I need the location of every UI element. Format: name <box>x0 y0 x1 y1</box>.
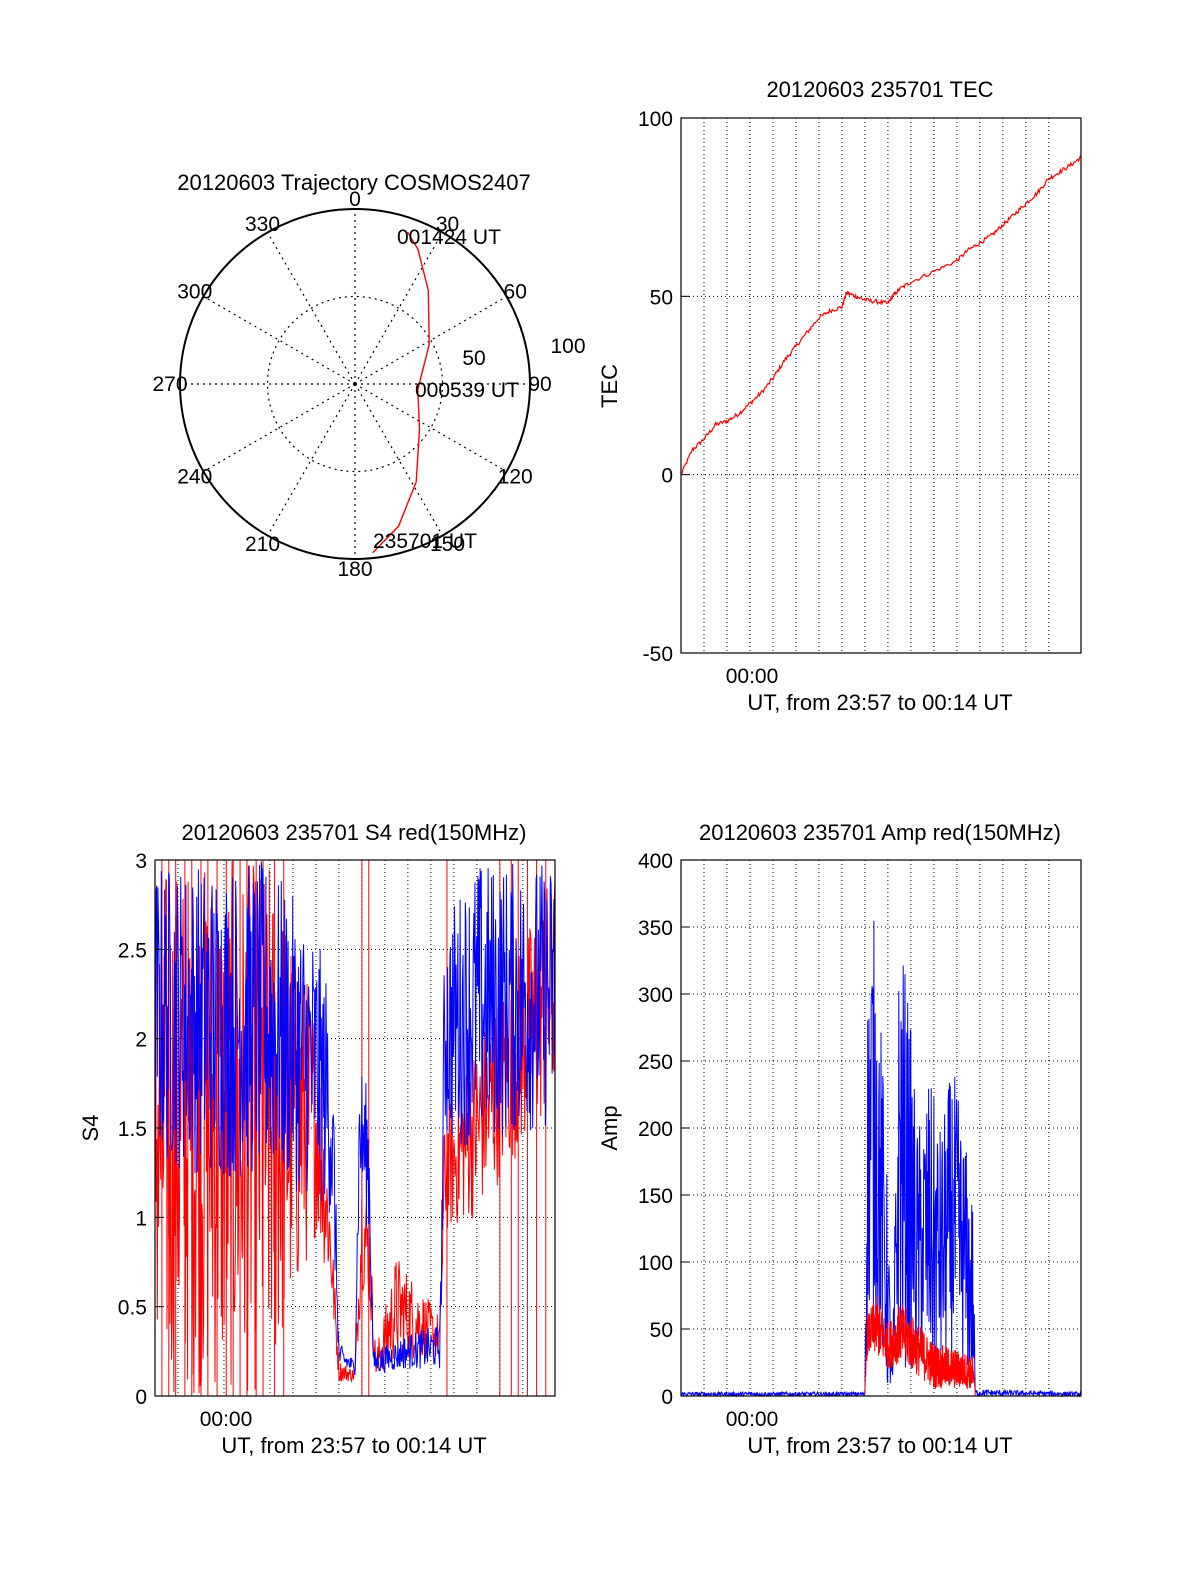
y-tick-label: 200 <box>638 1118 673 1141</box>
tec-series <box>680 154 1082 475</box>
s4-y-tick-labels: 0 0.5 1 1.5 2 2.5 3 <box>118 850 163 1409</box>
amp-chart: 20120603 235701 Amp red(150MHz) 0 50 100 15… <box>597 820 1082 1458</box>
y-tick-label: 100 <box>638 108 673 131</box>
y-tick-label: 0 <box>135 1386 147 1409</box>
y-tick-label: 100 <box>638 1252 673 1275</box>
polar-ring-50 <box>266 295 444 473</box>
polar-spoke <box>354 232 444 385</box>
y-tick-label: 0 <box>661 1386 673 1409</box>
s4-y-axis-label: S4 <box>78 1115 103 1142</box>
tec-y-tick-labels: -50 0 50 100 <box>638 108 689 666</box>
time-label-start: 235701 UT <box>373 530 477 553</box>
tec-grid <box>681 117 1081 654</box>
azimuth-labels: 0 30 60 90 120 150 180 210 240 270 300 330 <box>152 188 551 581</box>
s4-x-axis-label: UT, from 23:57 to 00:14 UT <box>221 1433 486 1458</box>
azimuth-label-30: 30 <box>436 213 459 236</box>
y-tick-label: 1.5 <box>118 1118 147 1141</box>
y-tick-label: 250 <box>638 1051 673 1074</box>
azimuth-label-300: 300 <box>177 281 212 304</box>
red-series-line <box>864 1295 976 1396</box>
y-tick-label: 2.5 <box>118 939 147 962</box>
polar-spoke <box>354 383 507 473</box>
azimuth-label-150: 150 <box>430 533 465 556</box>
azimuth-label-90: 90 <box>528 373 551 396</box>
s4-chart: 20120603 235701 S4 red(150MHz) 0 0.5 1 1.5 2… <box>78 820 556 1458</box>
tec-chart: 20120603 235701 TEC -50 0 50 100 00:00 UT, … <box>597 77 1082 715</box>
y-tick-label: 400 <box>638 850 673 873</box>
amp-title: 20120603 235701 Amp red(150MHz) <box>699 820 1061 845</box>
polar-spoke <box>203 295 356 385</box>
azimuth-label-120: 120 <box>498 466 533 489</box>
blue-series-line <box>680 920 1082 1398</box>
tec-series-line <box>680 154 1082 475</box>
tec-x-tick-label: 00:00 <box>726 665 779 688</box>
y-tick-label: 0 <box>661 465 673 488</box>
polar-spoke <box>266 232 356 385</box>
y-tick-label: 50 <box>650 286 673 309</box>
polar-grid <box>179 208 531 560</box>
azimuth-label-210: 210 <box>245 533 280 556</box>
tec-title: 20120603 235701 TEC <box>766 77 993 102</box>
y-tick-label: 1 <box>135 1207 147 1230</box>
s4-x-tick-label: 00:00 <box>200 1408 253 1431</box>
y-tick-label: 150 <box>638 1185 673 1208</box>
time-label-end: 001424 UT <box>397 226 501 249</box>
trajectory-chart: 20120603 Trajectory COSMOS2407 0 30 60 90 12… <box>152 170 585 581</box>
trajectory-track <box>372 231 430 554</box>
azimuth-label-0: 0 <box>349 188 361 211</box>
amp-x-axis-label: UT, from 23:57 to 00:14 UT <box>747 1433 1012 1458</box>
tec-x-axis-label: UT, from 23:57 to 00:14 UT <box>747 690 1012 715</box>
y-tick-label: 50 <box>650 1319 673 1342</box>
y-tick-label: 300 <box>638 984 673 1007</box>
polar-spoke <box>354 383 444 536</box>
amp-x-tick-label: 00:00 <box>726 1408 779 1431</box>
polar-spoke <box>354 295 507 385</box>
y-tick-label: 350 <box>638 917 673 940</box>
azimuth-label-60: 60 <box>504 281 527 304</box>
trajectory-title: 20120603 Trajectory COSMOS2407 <box>177 170 530 195</box>
time-label-mid: 000539 UT <box>415 379 519 402</box>
y-tick-label: -50 <box>643 643 673 666</box>
y-tick-label: 0.5 <box>118 1297 147 1320</box>
radial-label-50: 50 <box>462 347 485 370</box>
y-tick-label: 3 <box>135 850 147 873</box>
azimuth-label-240: 240 <box>177 466 212 489</box>
azimuth-label-330: 330 <box>245 213 280 236</box>
y-tick-label: 2 <box>135 1029 147 1052</box>
tec-plot-frame <box>680 117 1082 654</box>
amp-y-tick-labels: 0 50 100 150 200 250 300 350 400 <box>638 850 689 1409</box>
radial-label-100: 100 <box>550 335 585 358</box>
blue-series-line <box>155 861 555 1375</box>
polar-spoke <box>203 383 356 473</box>
amp-series <box>680 920 1082 1398</box>
amp-y-axis-label: Amp <box>597 1105 622 1150</box>
s4-series-clip <box>155 860 555 1396</box>
s4-title: 20120603 235701 S4 red(150MHz) <box>182 820 527 845</box>
azimuth-label-270: 270 <box>152 373 187 396</box>
tec-y-axis-label: TEC <box>597 364 622 408</box>
s4-series <box>155 860 555 1396</box>
polar-spoke <box>266 383 356 536</box>
azimuth-label-180: 180 <box>337 558 372 581</box>
